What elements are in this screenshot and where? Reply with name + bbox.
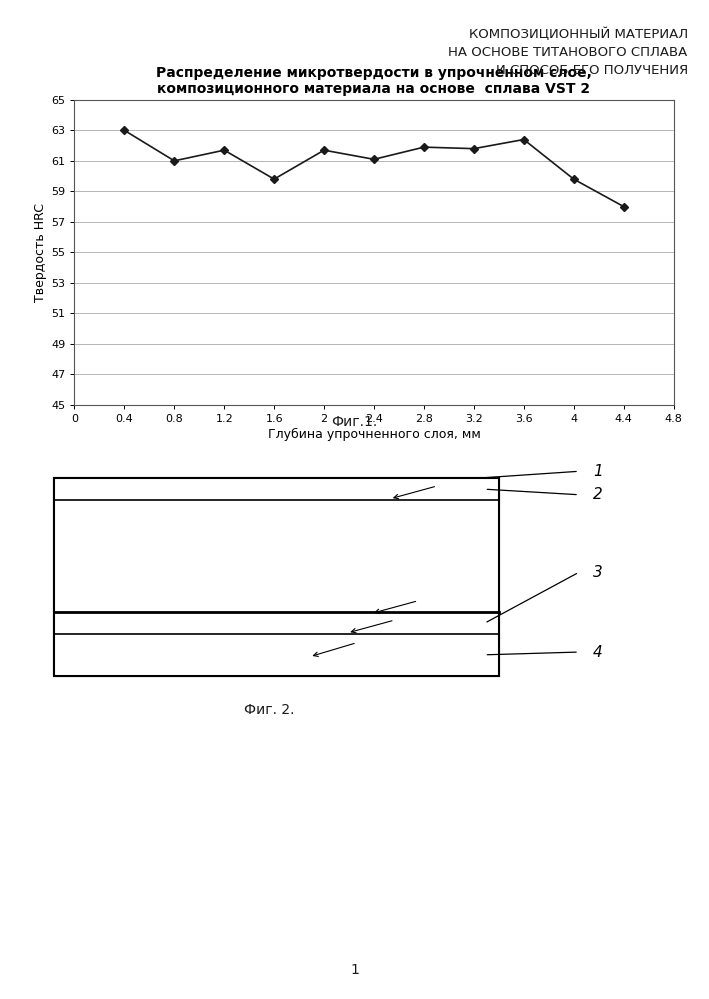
Text: 3: 3 [593,564,603,579]
Text: 4: 4 [593,644,603,659]
Y-axis label: Твердость HRC: Твердость HRC [34,203,47,302]
Bar [55,479,498,675]
Text: 1: 1 [350,963,359,977]
Bar [55,500,498,612]
Text: НА ОСНОВЕ ТИТАНОВОГО СПЛАВА: НА ОСНОВЕ ТИТАНОВОГО СПЛАВА [449,46,688,59]
Bar [55,612,498,634]
Text: 1: 1 [593,464,603,479]
Text: 2: 2 [593,488,603,502]
Bar [55,479,498,500]
Text: Фиг.1.: Фиг.1. [331,415,378,429]
Text: Фиг. 2.: Фиг. 2. [244,703,295,717]
Text: И СПОСОБ ЕГО ПОЛУЧЕНИЯ: И СПОСОБ ЕГО ПОЛУЧЕНИЯ [496,64,688,77]
Bar [55,479,498,675]
Title: Распределение микротвердости в упрочненном слое,
композиционного материала на ос: Распределение микротвердости в упрочненн… [156,66,592,96]
Bar [55,634,498,675]
Text: КОМПОЗИЦИОННЫЙ МАТЕРИАЛ: КОМПОЗИЦИОННЫЙ МАТЕРИАЛ [469,28,688,41]
X-axis label: Глубина упрочненного слоя, мм: Глубина упрочненного слоя, мм [267,428,481,441]
